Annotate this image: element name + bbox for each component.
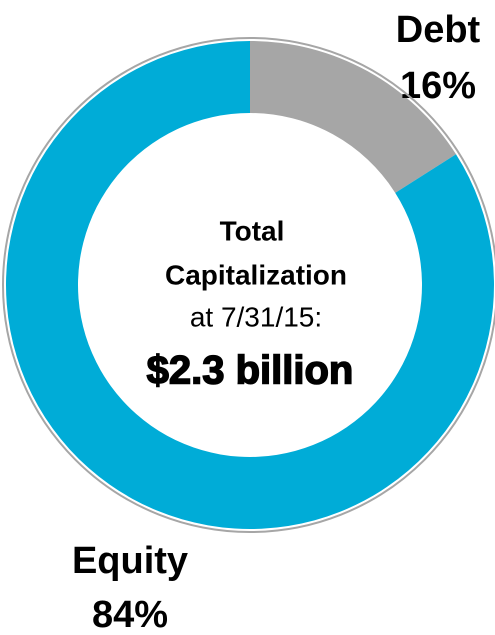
- center-label: at 7/31/15:: [190, 301, 322, 332]
- center-label: Capitalization: [165, 259, 347, 290]
- center-label: Total: [220, 215, 285, 246]
- slice-label: Equity: [72, 540, 188, 582]
- slice-value-label: 16%: [400, 65, 476, 107]
- slice-value-label: 84%: [92, 594, 168, 635]
- donut-slice: [250, 41, 457, 193]
- slice-label: Debt: [396, 9, 481, 51]
- center-value: $2.3 billion: [147, 349, 354, 393]
- donut-slice: [6, 41, 495, 529]
- outer-ring: [2, 37, 495, 533]
